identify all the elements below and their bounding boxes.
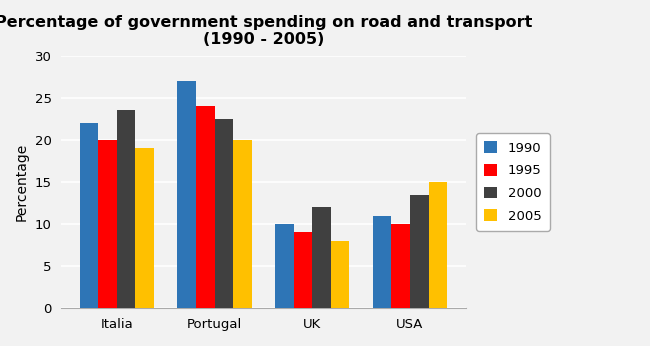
Bar: [428, 182, 447, 308]
Bar: [80, 123, 98, 308]
Bar: [312, 207, 331, 308]
Bar: [331, 241, 350, 308]
Legend: 1990, 1995, 2000, 2005: 1990, 1995, 2000, 2005: [476, 133, 549, 230]
Y-axis label: Percentage: Percentage: [15, 143, 29, 221]
Bar: [373, 216, 391, 308]
Bar: [233, 140, 252, 308]
Bar: [135, 148, 154, 308]
Bar: [117, 110, 135, 308]
Bar: [275, 224, 294, 308]
Bar: [294, 233, 312, 308]
Bar: [177, 81, 196, 308]
Bar: [196, 106, 215, 308]
Bar: [410, 194, 428, 308]
Bar: [214, 119, 233, 308]
Title: Percentage of government spending on road and transport
(1990 - 2005): Percentage of government spending on roa…: [0, 15, 532, 47]
Bar: [98, 140, 117, 308]
Bar: [391, 224, 410, 308]
